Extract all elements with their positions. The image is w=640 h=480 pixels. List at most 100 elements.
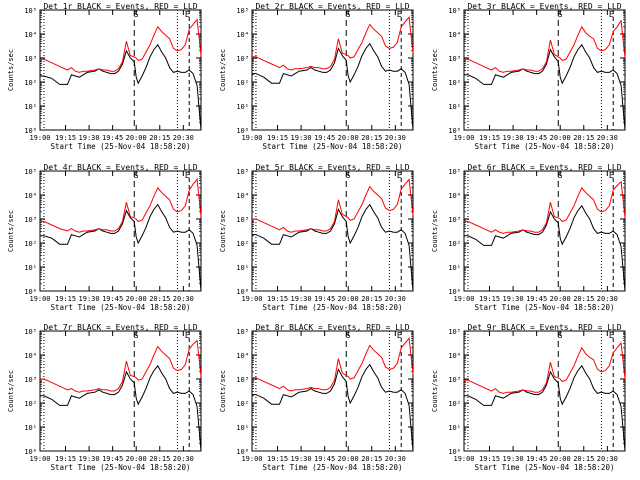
x-tick-label: 20:30 — [385, 455, 406, 463]
y-tick-label: 10⁴ — [448, 352, 461, 360]
plot-frame — [251, 9, 414, 131]
y-axis-label: Counts/sec — [219, 49, 227, 91]
y-tick-label: 10² — [448, 79, 461, 87]
detector-panel: Det 2r BLACK = Events, RED = LLD 10⁰ 10¹ 10… — [219, 2, 414, 151]
x-axis-label: Start Time (25-Nov-04 18:58:20) — [263, 463, 403, 472]
end-marker-label: E — [397, 331, 402, 340]
x-axis-label: Start Time (25-Nov-04 18:58:20) — [475, 303, 615, 312]
y-tick-label: 10⁵ — [236, 168, 249, 176]
y-tick-label: 10¹ — [448, 424, 461, 432]
y-tick-label: 10² — [448, 240, 461, 248]
x-tick-label: 19:45 — [314, 295, 335, 303]
x-tick-label: 19:00 — [29, 295, 50, 303]
panel-title: Det 8r BLACK = Events, RED = LLD — [255, 323, 409, 332]
x-tick-label: 20:00 — [126, 295, 147, 303]
y-tick-label: 10¹ — [236, 103, 249, 111]
x-tick-label: 19:30 — [79, 134, 100, 142]
x-tick-label: 20:15 — [149, 455, 170, 463]
y-axis-label: Counts/sec — [431, 49, 439, 91]
x-tick-label: 19:30 — [79, 295, 100, 303]
x-tick-label: 20:15 — [361, 295, 382, 303]
x-tick-label: 19:00 — [241, 134, 262, 142]
start-marker-label: S — [134, 331, 139, 340]
panel-title: Det 7r BLACK = Events, RED = LLD — [43, 323, 197, 332]
x-tick-label: 19:45 — [102, 455, 123, 463]
x-tick-label: 19:30 — [291, 455, 312, 463]
y-tick-label: 10³ — [24, 55, 37, 63]
events-series-line — [40, 43, 202, 131]
plot-frame — [39, 330, 202, 452]
x-axis-label: Start Time (25-Nov-04 18:58:20) — [51, 303, 191, 312]
plot-frame — [39, 9, 202, 131]
start-marker-label: S — [346, 171, 351, 180]
plot-frame — [251, 330, 414, 452]
y-tick-label: 10³ — [448, 216, 461, 224]
y-axis-label: Counts/sec — [7, 49, 15, 91]
x-tick-label: 20:30 — [597, 455, 618, 463]
end-marker-label: E — [185, 171, 190, 180]
x-tick-label: 20:15 — [573, 295, 594, 303]
x-tick-label: 19:30 — [503, 455, 524, 463]
y-tick-label: 10³ — [236, 55, 249, 63]
y-tick-label: 10⁴ — [448, 192, 461, 200]
x-tick-label: 20:00 — [550, 295, 571, 303]
x-tick-label: 20:15 — [149, 295, 170, 303]
detector-panel: Det 9r BLACK = Events, RED = LLD 10⁰ 10¹ 10… — [431, 323, 626, 472]
lld-series-line — [40, 178, 202, 233]
y-tick-label: 10⁰ — [236, 127, 249, 135]
plot-frame — [463, 330, 626, 452]
x-tick-label: 19:30 — [503, 295, 524, 303]
x-tick-label: 19:15 — [267, 455, 288, 463]
end-marker-label: E — [397, 10, 402, 19]
y-tick-label: 10³ — [448, 55, 461, 63]
y-tick-label: 10⁵ — [236, 7, 249, 15]
y-tick-label: 10⁴ — [24, 352, 37, 360]
lld-series-line — [252, 336, 414, 392]
y-tick-label: 10¹ — [24, 264, 37, 272]
x-tick-label: 19:45 — [526, 455, 547, 463]
x-tick-label: 20:00 — [338, 295, 359, 303]
detector-panel: Det 3r BLACK = Events, RED = LLD 10⁰ 10¹ 10… — [431, 2, 626, 151]
y-tick-label: 10³ — [24, 216, 37, 224]
x-tick-label: 20:30 — [597, 295, 618, 303]
y-tick-label: 10² — [236, 400, 249, 408]
x-tick-label: 19:00 — [453, 134, 474, 142]
end-marker-label: E — [397, 171, 402, 180]
end-marker-label: E — [185, 10, 190, 19]
y-tick-label: 10¹ — [236, 264, 249, 272]
y-tick-label: 10⁵ — [448, 7, 461, 15]
panel-title: Det 9r BLACK = Events, RED = LLD — [467, 323, 621, 332]
end-marker-label: E — [609, 10, 614, 19]
x-tick-label: 20:30 — [173, 134, 194, 142]
start-marker-label: S — [346, 10, 351, 19]
x-axis-label: Start Time (25-Nov-04 18:58:20) — [51, 142, 191, 151]
plot-frame — [251, 170, 414, 292]
y-tick-label: 10¹ — [236, 424, 249, 432]
y-tick-label: 10⁰ — [236, 448, 249, 456]
events-series-line — [464, 364, 626, 452]
x-tick-label: 19:45 — [314, 134, 335, 142]
detector-panel: Det 1r BLACK = Events, RED = LLD 10⁰ 10¹ 10… — [7, 2, 202, 151]
panel-title: Det 6r BLACK = Events, RED = LLD — [467, 163, 621, 172]
x-tick-label: 20:15 — [361, 134, 382, 142]
y-tick-label: 10² — [24, 240, 37, 248]
start-marker-label: S — [134, 171, 139, 180]
y-tick-label: 10⁴ — [236, 352, 249, 360]
panel-title: Det 1r BLACK = Events, RED = LLD — [43, 2, 197, 11]
x-tick-label: 20:30 — [597, 134, 618, 142]
y-tick-label: 10⁰ — [24, 127, 37, 135]
y-tick-label: 10³ — [24, 376, 37, 384]
detector-panel: Det 4r BLACK = Events, RED = LLD 10⁰ 10¹ 10… — [7, 163, 202, 312]
x-tick-label: 19:15 — [479, 455, 500, 463]
x-tick-label: 20:00 — [550, 455, 571, 463]
x-tick-label: 19:45 — [314, 455, 335, 463]
x-tick-label: 20:30 — [173, 295, 194, 303]
y-tick-label: 10² — [24, 79, 37, 87]
panel-title: Det 4r BLACK = Events, RED = LLD — [43, 163, 197, 172]
y-tick-label: 10⁵ — [24, 328, 37, 336]
x-tick-label: 20:15 — [361, 455, 382, 463]
start-marker-label: S — [346, 331, 351, 340]
start-marker-label: S — [558, 10, 563, 19]
lld-series-line — [40, 339, 202, 393]
